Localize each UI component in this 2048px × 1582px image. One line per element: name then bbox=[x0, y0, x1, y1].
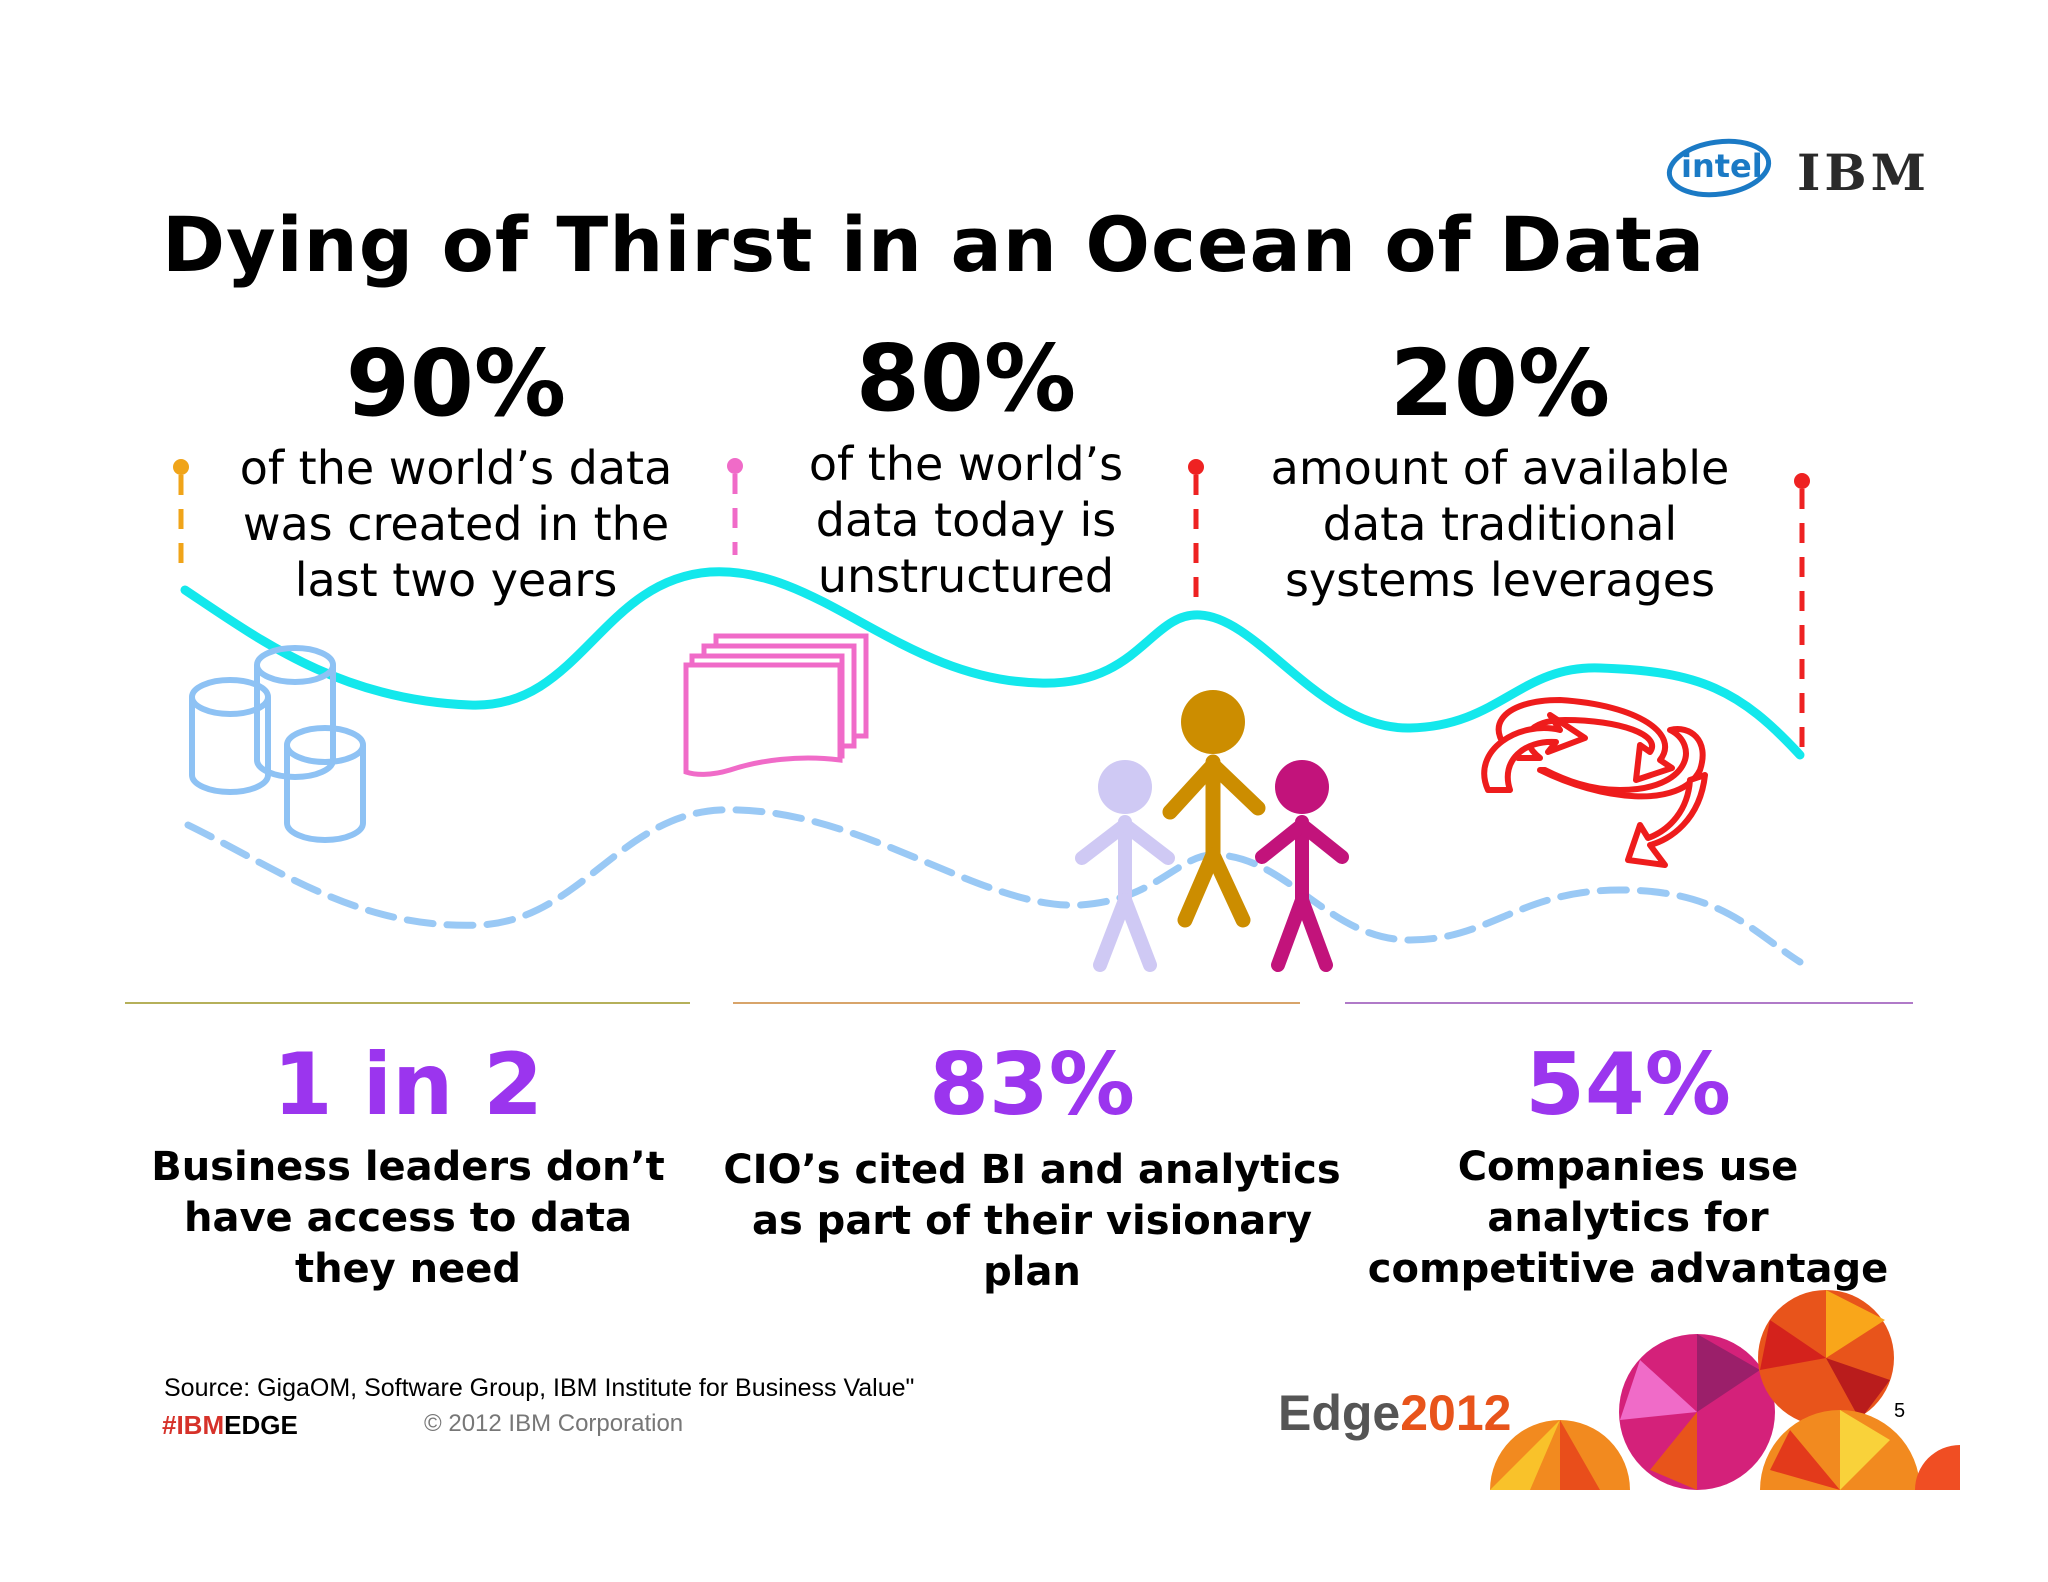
marker-red-mid bbox=[1188, 459, 1204, 605]
edge-word: Edge bbox=[1278, 1385, 1401, 1441]
decorative-burst-graphic bbox=[1490, 1290, 1960, 1490]
stat-desc-line: analytics for bbox=[1487, 1195, 1769, 1241]
edge-year: 2012 bbox=[1400, 1385, 1512, 1441]
stat-desc-leveraged: amount of available data traditional sys… bbox=[1220, 440, 1780, 608]
stat-desc-line: as part of their visionary bbox=[751, 1198, 1313, 1244]
cycle-arrows-icon bbox=[1481, 697, 1708, 868]
intel-wordmark: intel bbox=[1681, 147, 1763, 185]
edge-logo: Edge2012 bbox=[1278, 1384, 1511, 1442]
copyright: © 2012 IBM Corporation bbox=[424, 1410, 684, 1437]
stat-value-business-leaders: 1 in 2 bbox=[272, 1035, 544, 1135]
marker-red-right bbox=[1794, 473, 1810, 755]
stat-desc-line: Companies use bbox=[1457, 1144, 1799, 1190]
stat-desc-line: of the world’s bbox=[808, 437, 1124, 491]
page-title: Dying of Thirst in an Ocean of Data bbox=[162, 200, 1706, 289]
stat-desc-line: Business leaders don’t bbox=[151, 1144, 665, 1190]
stat-desc-line: plan bbox=[983, 1249, 1081, 1295]
stat-desc-line: data traditional bbox=[1322, 497, 1678, 551]
marker-pink bbox=[727, 458, 743, 555]
stat-value-cio: 83% bbox=[929, 1035, 1135, 1135]
documents-icon bbox=[683, 633, 869, 777]
marker-orange bbox=[173, 459, 189, 572]
stat-value-leveraged: 20% bbox=[1389, 330, 1611, 437]
stat-value-unstructured: 80% bbox=[855, 325, 1077, 432]
data-wave bbox=[180, 567, 1805, 760]
people-icon bbox=[1075, 690, 1349, 972]
stat-desc-line: data today is bbox=[815, 493, 1117, 547]
stat-desc-line: have access to data bbox=[184, 1195, 632, 1241]
hashtag-suffix: EDGE bbox=[224, 1410, 298, 1440]
stat-desc-cio: CIO’s cited BI and analytics as part of … bbox=[722, 1145, 1342, 1298]
stat-desc-unstructured: of the world’s data today is unstructure… bbox=[686, 436, 1246, 604]
hashtag-prefix: #IBM bbox=[162, 1410, 225, 1440]
database-icon bbox=[189, 645, 366, 843]
stat-desc-companies: Companies use analytics for competitive … bbox=[1318, 1142, 1938, 1295]
data-wave-dashed bbox=[184, 806, 1804, 966]
stat-desc-line: CIO’s cited BI and analytics bbox=[723, 1147, 1341, 1193]
stat-value-world-data: 90% bbox=[345, 330, 567, 437]
source-note: Source: GigaOM, Software Group, IBM Inst… bbox=[164, 1374, 915, 1402]
stat-value-companies: 54% bbox=[1525, 1035, 1731, 1135]
stat-desc-line: unstructured bbox=[817, 549, 1115, 603]
hashtag: #IBMEDGE bbox=[162, 1410, 298, 1441]
stat-desc-line: last two years bbox=[294, 553, 618, 607]
page-number: 5 bbox=[1894, 1400, 1906, 1422]
stat-desc-business-leaders: Business leaders don’t have access to da… bbox=[98, 1142, 718, 1295]
stat-desc-line: was created in the bbox=[242, 497, 670, 551]
stat-desc-line: they need bbox=[294, 1246, 522, 1292]
ibm-logo: IBM bbox=[1797, 143, 1930, 202]
stat-desc-line: amount of available bbox=[1270, 441, 1730, 495]
stat-desc-line: systems leverages bbox=[1284, 553, 1716, 607]
stat-desc-line: of the world’s data bbox=[239, 441, 673, 495]
stat-desc-world-data: of the world’s data was created in the l… bbox=[176, 440, 736, 608]
intel-logo: intel bbox=[1665, 132, 1777, 207]
stat-desc-line: competitive advantage bbox=[1367, 1246, 1889, 1292]
